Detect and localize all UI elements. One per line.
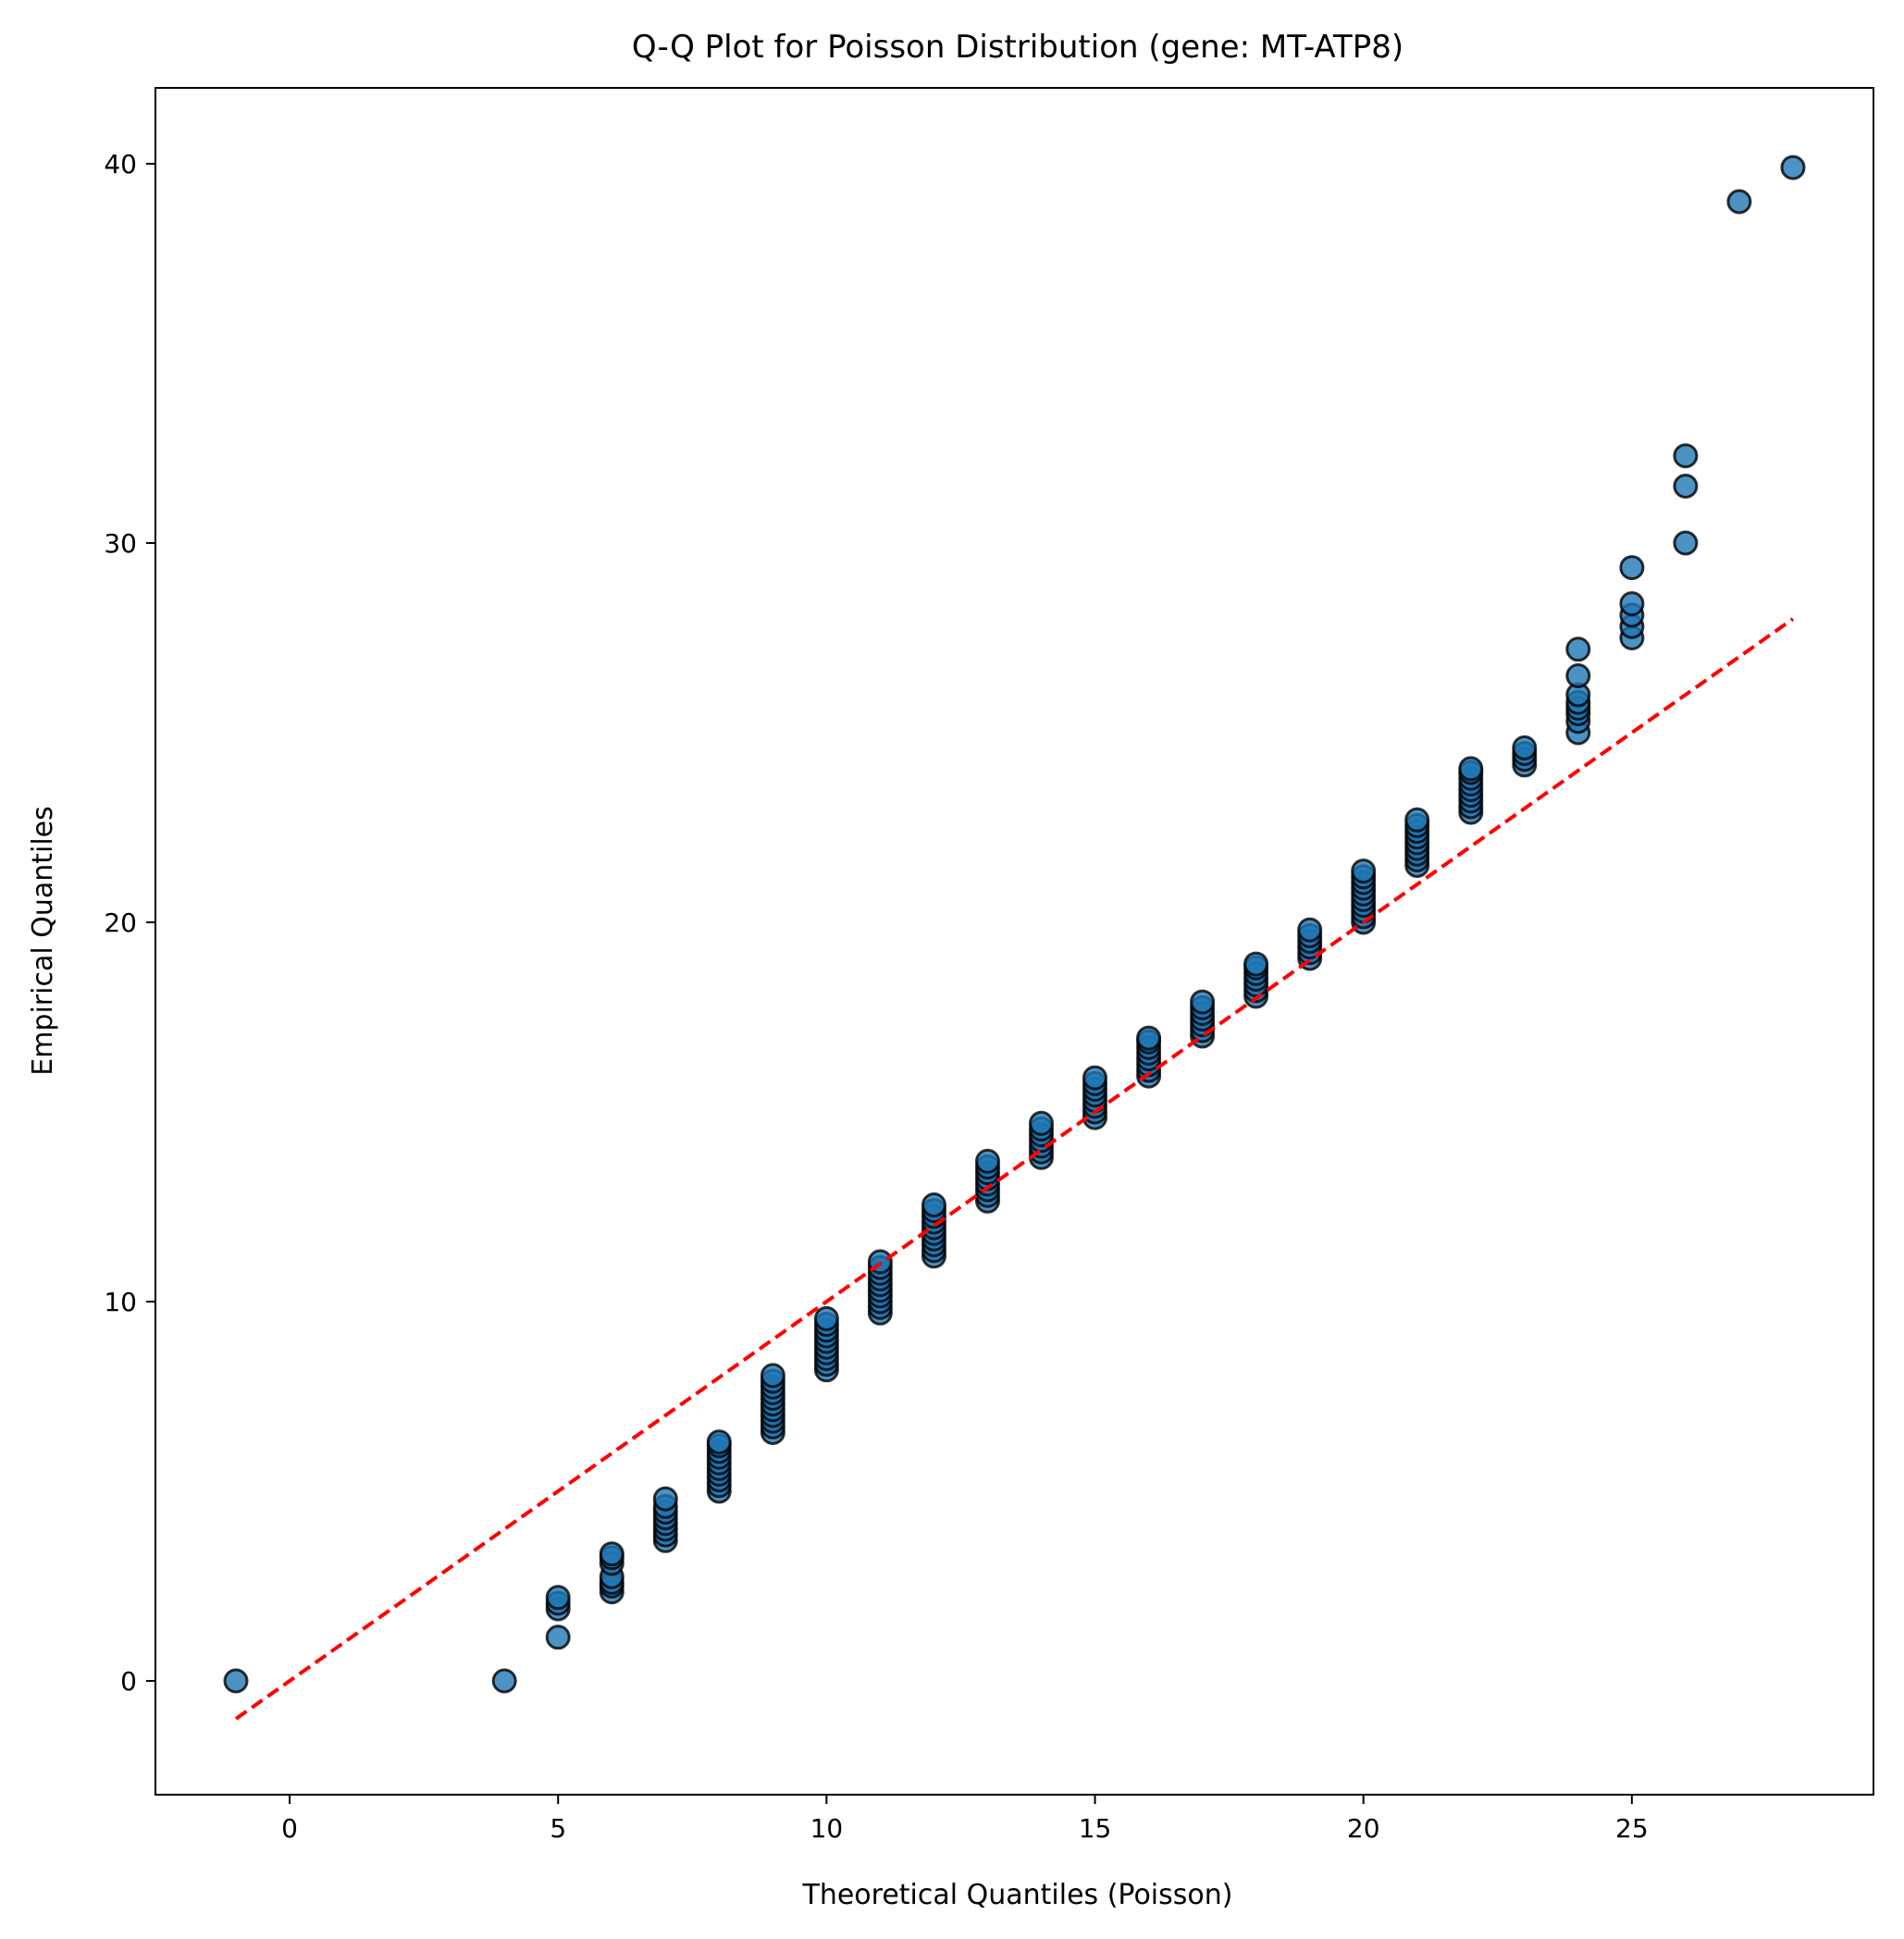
- x-tick-label: 10: [810, 1813, 844, 1844]
- data-point: [652, 1486, 678, 1512]
- data-point: [1029, 1110, 1054, 1136]
- data-point: [1673, 443, 1699, 469]
- data-point: [760, 1363, 785, 1389]
- data-point: [1619, 591, 1645, 617]
- data-point: [1780, 154, 1806, 180]
- data-point: [1673, 530, 1699, 556]
- data-point: [706, 1429, 732, 1455]
- data-point: [223, 1668, 249, 1694]
- data-point: [1726, 189, 1752, 215]
- data-point: [1565, 636, 1591, 662]
- data-point: [1619, 555, 1645, 581]
- data-point: [1190, 989, 1216, 1015]
- chart-title: Q-Q Plot for Poisson Distribution (gene:…: [632, 29, 1403, 66]
- data-point: [813, 1305, 839, 1331]
- data-point: [545, 1585, 571, 1611]
- y-axis-label: Empirical Quantiles: [27, 806, 59, 1076]
- axes-frame: [155, 87, 1874, 1796]
- y-tick-label: 40: [104, 149, 137, 179]
- data-point: [599, 1541, 624, 1567]
- y-tick-label: 10: [104, 1287, 137, 1317]
- x-tick-label: 0: [281, 1813, 298, 1844]
- y-tick-label: 20: [104, 908, 137, 938]
- data-point: [1082, 1065, 1107, 1091]
- y-tick-label: 30: [104, 528, 137, 559]
- data-point: [1136, 1025, 1162, 1051]
- data-point: [1404, 807, 1430, 833]
- y-tick-label: 0: [120, 1666, 137, 1697]
- data-point: [1243, 951, 1269, 977]
- data-point: [1512, 735, 1538, 760]
- data-point: [975, 1148, 1000, 1174]
- x-axis-label: Theoretical Quantiles (Poisson): [802, 1879, 1233, 1911]
- data-point: [1351, 858, 1377, 884]
- x-tick-label: 20: [1347, 1813, 1380, 1844]
- data-point: [1297, 917, 1323, 943]
- y-axis: 0 10 20 30 40: [104, 149, 155, 1697]
- data-point: [921, 1192, 946, 1217]
- data-point: [491, 1668, 517, 1694]
- data-point: [1565, 663, 1591, 688]
- x-tick-label: 5: [550, 1813, 566, 1844]
- x-tick-label: 25: [1615, 1813, 1649, 1844]
- x-tick-label: 15: [1079, 1813, 1112, 1844]
- data-point: [545, 1624, 571, 1650]
- plot-area: [223, 154, 1806, 1721]
- data-point: [1673, 474, 1699, 499]
- reference-line: [234, 617, 1795, 1721]
- data-point: [1458, 756, 1484, 782]
- x-axis: 0 5 10 15 20 25: [281, 1795, 1649, 1844]
